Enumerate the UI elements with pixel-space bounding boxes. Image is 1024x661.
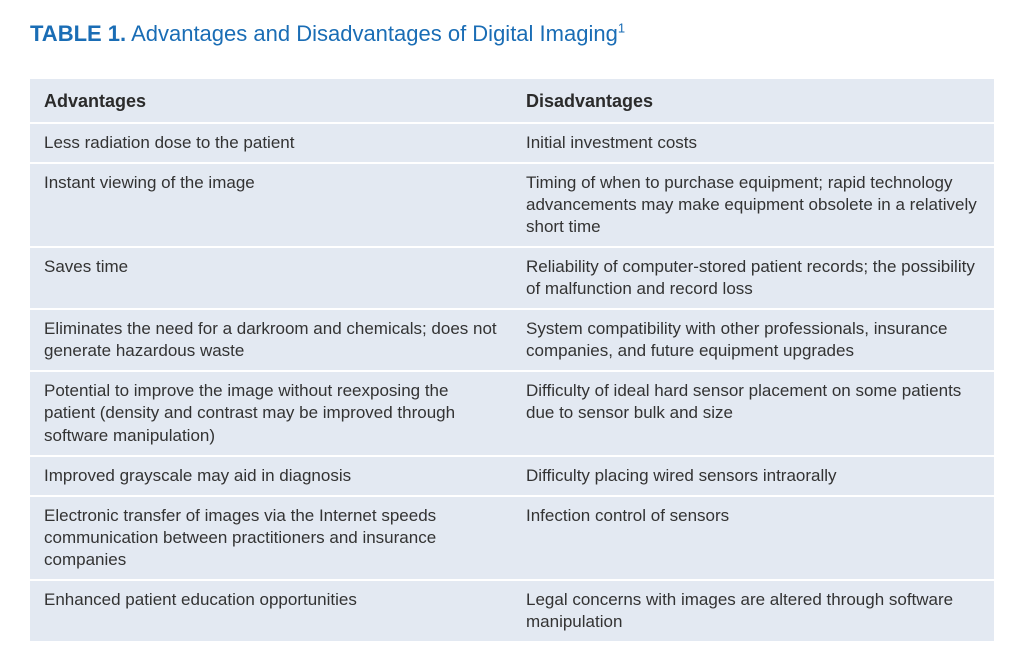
advantage-cell: Less radiation dose to the patient bbox=[30, 123, 512, 163]
table-title: Advantages and Disadvantages of Digital … bbox=[131, 21, 618, 46]
disadvantage-cell: Legal concerns with images are altered t… bbox=[512, 580, 994, 641]
table-row: Instant viewing of the image Timing of w… bbox=[30, 163, 994, 247]
disadvantage-cell: Infection control of sensors bbox=[512, 496, 994, 580]
disadvantage-cell: Reliability of computer-stored patient r… bbox=[512, 247, 994, 309]
table-header-row: Advantages Disadvantages bbox=[30, 79, 994, 123]
disadvantage-cell: Difficulty of ideal hard sensor placemen… bbox=[512, 371, 994, 455]
advantage-cell: Instant viewing of the image bbox=[30, 163, 512, 247]
table-caption: TABLE 1. Advantages and Disadvantages of… bbox=[30, 20, 994, 49]
advantage-cell: Potential to improve the image without r… bbox=[30, 371, 512, 455]
disadvantage-cell: Difficulty placing wired sensors intraor… bbox=[512, 456, 994, 496]
advantages-disadvantages-table: Advantages Disadvantages Less radiation … bbox=[30, 79, 994, 642]
column-header-disadvantages: Disadvantages bbox=[512, 79, 994, 123]
advantage-cell: Enhanced patient education opportunities bbox=[30, 580, 512, 641]
table-row: Improved grayscale may aid in diagnosis … bbox=[30, 456, 994, 496]
table-label: TABLE 1. bbox=[30, 21, 126, 46]
table-row: Eliminates the need for a darkroom and c… bbox=[30, 309, 994, 371]
table-row: Potential to improve the image without r… bbox=[30, 371, 994, 455]
advantage-cell: Improved grayscale may aid in diagnosis bbox=[30, 456, 512, 496]
advantage-cell: Eliminates the need for a darkroom and c… bbox=[30, 309, 512, 371]
table-row: Saves time Reliability of computer-store… bbox=[30, 247, 994, 309]
advantage-cell: Electronic transfer of images via the In… bbox=[30, 496, 512, 580]
advantage-cell: Saves time bbox=[30, 247, 512, 309]
disadvantage-cell: Initial investment costs bbox=[512, 123, 994, 163]
table-title-superscript: 1 bbox=[618, 21, 625, 36]
table-row: Less radiation dose to the patient Initi… bbox=[30, 123, 994, 163]
column-header-advantages: Advantages bbox=[30, 79, 512, 123]
table-row: Electronic transfer of images via the In… bbox=[30, 496, 994, 580]
table-body: Less radiation dose to the patient Initi… bbox=[30, 123, 994, 642]
disadvantage-cell: Timing of when to purchase equipment; ra… bbox=[512, 163, 994, 247]
disadvantage-cell: System compatibility with other professi… bbox=[512, 309, 994, 371]
table-row: Enhanced patient education opportunities… bbox=[30, 580, 994, 641]
